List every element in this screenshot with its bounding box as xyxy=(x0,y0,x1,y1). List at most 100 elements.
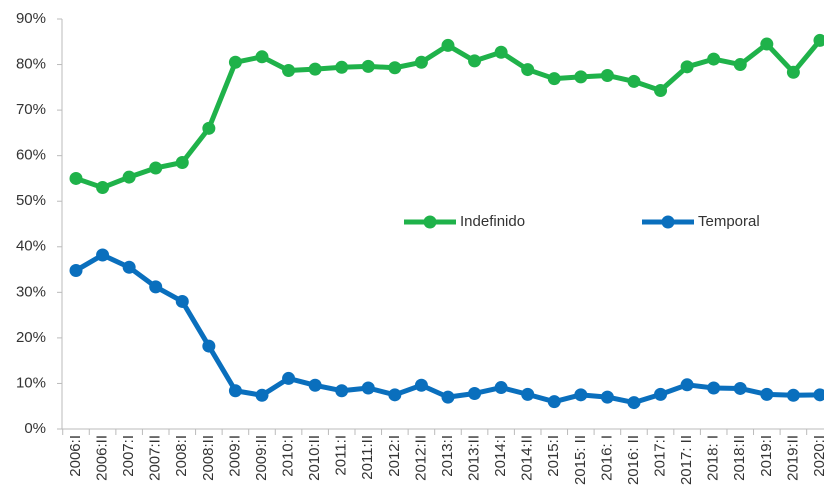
point xyxy=(786,65,800,79)
y-tick-label: 90% xyxy=(16,10,46,27)
x-tick-label: 2013:II xyxy=(466,435,483,481)
point xyxy=(96,181,110,195)
point xyxy=(547,72,561,86)
point xyxy=(627,396,641,410)
point xyxy=(202,339,216,353)
x-tick-label: 2018:II xyxy=(731,435,748,481)
x-tick-label: 2006:II xyxy=(94,435,111,481)
x-tick-label: 2007:I xyxy=(120,435,137,477)
x-tick-label: 2019:II xyxy=(784,435,801,481)
point xyxy=(441,390,455,404)
series-line xyxy=(74,252,821,406)
point xyxy=(733,58,747,72)
point xyxy=(228,55,242,69)
point xyxy=(175,156,189,169)
point xyxy=(521,387,535,401)
x-tick-label: 2016: I xyxy=(598,435,615,481)
point xyxy=(228,384,242,398)
point xyxy=(680,378,694,392)
point xyxy=(468,54,482,68)
x-tick-label: 2007:II xyxy=(147,435,164,481)
point xyxy=(388,388,402,402)
x-tick-label: 2012:II xyxy=(412,435,429,481)
legend-label: Temporal xyxy=(698,213,760,230)
x-tick-label: 2015: II xyxy=(572,435,589,485)
point xyxy=(494,45,508,59)
x-tick-label: 2009:I xyxy=(226,435,243,477)
point xyxy=(255,388,269,402)
x-tick-label: 2011:II xyxy=(359,435,376,480)
point xyxy=(255,50,269,64)
point xyxy=(388,61,402,75)
point xyxy=(308,62,322,76)
point xyxy=(627,74,641,88)
point xyxy=(468,386,482,400)
x-tick-label: 2017: II xyxy=(678,435,695,485)
point xyxy=(335,60,349,74)
point xyxy=(760,37,774,51)
y-tick-label: 60% xyxy=(16,147,46,164)
x-tick-label: 2012:I xyxy=(386,435,403,477)
point xyxy=(707,381,721,395)
x-tick-label: 2016: II xyxy=(625,435,642,485)
y-tick-label: 70% xyxy=(16,101,46,118)
y-tick-label: 50% xyxy=(16,192,46,209)
point xyxy=(521,63,535,77)
point xyxy=(786,388,800,402)
point xyxy=(441,38,455,52)
x-tick-label: 2006:I xyxy=(67,435,84,477)
point xyxy=(600,390,614,404)
x-tick-label: 2010:II xyxy=(306,435,323,481)
x-tick-label: 2019:I xyxy=(758,435,775,477)
point xyxy=(149,161,163,175)
point xyxy=(69,171,83,185)
point xyxy=(813,33,824,47)
y-tick-label: 20% xyxy=(16,329,46,346)
point xyxy=(175,294,189,308)
point xyxy=(813,388,824,402)
point xyxy=(547,395,561,409)
x-tick-label: 2013:I xyxy=(439,435,456,477)
point xyxy=(733,381,747,395)
x-tick-label: 2020:I xyxy=(811,435,824,477)
point xyxy=(335,384,349,398)
point xyxy=(308,378,322,392)
x-tick-label: 2010:I xyxy=(280,435,297,477)
x-tick-label: 2018: I xyxy=(705,435,722,481)
point xyxy=(96,248,110,262)
x-tick-label: 2017:I xyxy=(652,435,669,477)
point xyxy=(654,84,668,98)
x-tick-label: 2015:I xyxy=(545,435,562,477)
point xyxy=(414,55,428,69)
point xyxy=(149,280,163,294)
point xyxy=(680,60,694,74)
x-tick-label: 2011:I xyxy=(333,435,350,476)
point xyxy=(122,170,136,184)
point xyxy=(574,70,588,84)
y-tick-label: 80% xyxy=(16,56,46,73)
x-tick-label: 2014:I xyxy=(492,435,509,477)
point xyxy=(282,371,296,385)
y-tick-label: 30% xyxy=(16,283,46,300)
x-tick-label: 2008:II xyxy=(200,435,217,481)
point xyxy=(654,387,668,401)
point xyxy=(707,52,721,66)
point xyxy=(361,59,375,73)
x-tick-label: 2009:II xyxy=(253,435,270,481)
legend-marker xyxy=(423,215,437,229)
point xyxy=(282,63,296,77)
point xyxy=(202,121,216,135)
point xyxy=(414,378,428,392)
point xyxy=(122,260,136,274)
x-tick-label: 2008:I xyxy=(173,435,190,477)
point xyxy=(760,387,774,401)
point xyxy=(494,381,508,395)
point xyxy=(69,263,83,277)
legend-marker xyxy=(661,215,675,229)
point xyxy=(361,381,375,395)
y-tick-label: 0% xyxy=(24,420,46,437)
point xyxy=(600,68,614,82)
point xyxy=(574,388,588,402)
y-tick-label: 40% xyxy=(16,238,46,255)
